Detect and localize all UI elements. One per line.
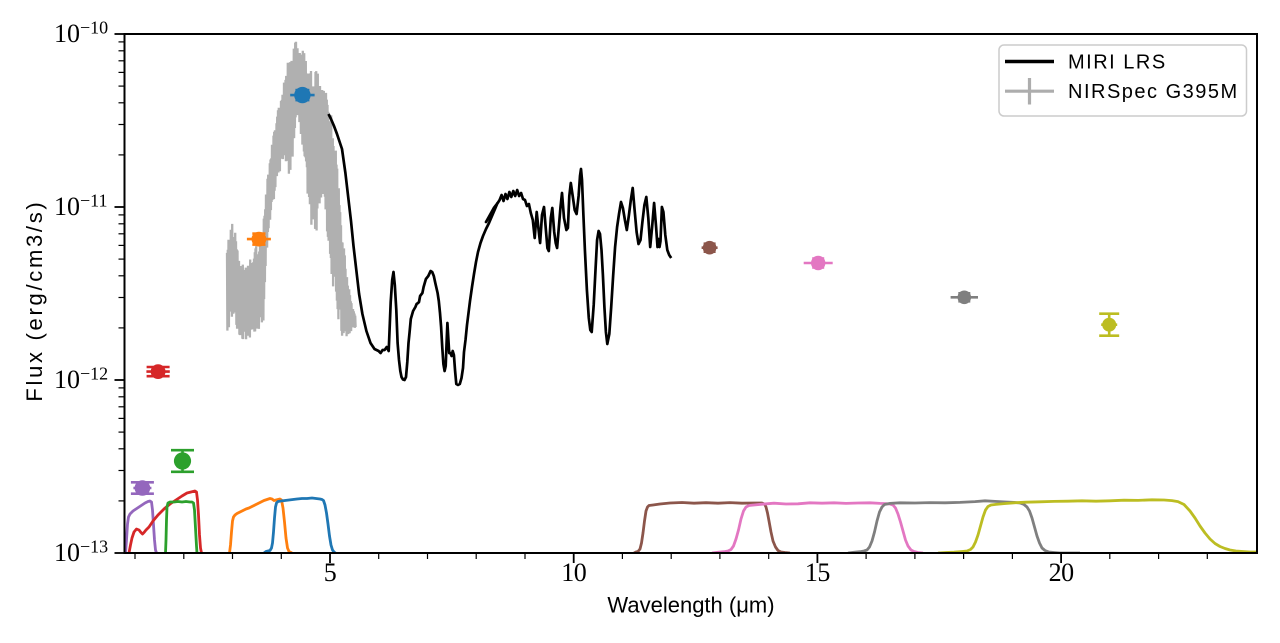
svg-text:20: 20 xyxy=(1049,558,1075,587)
svg-text:5: 5 xyxy=(324,558,337,587)
svg-text:15: 15 xyxy=(805,558,830,587)
svg-text:MIRI LRS: MIRI LRS xyxy=(1068,52,1167,74)
svg-text:NIRSpec G395M: NIRSpec G395M xyxy=(1068,81,1239,103)
svg-text:10: 10 xyxy=(561,558,587,587)
svg-text:Wavelength (μm): Wavelength (μm) xyxy=(607,593,774,618)
svg-text:Flux (erg/cm3/s): Flux (erg/cm3/s) xyxy=(22,200,47,402)
